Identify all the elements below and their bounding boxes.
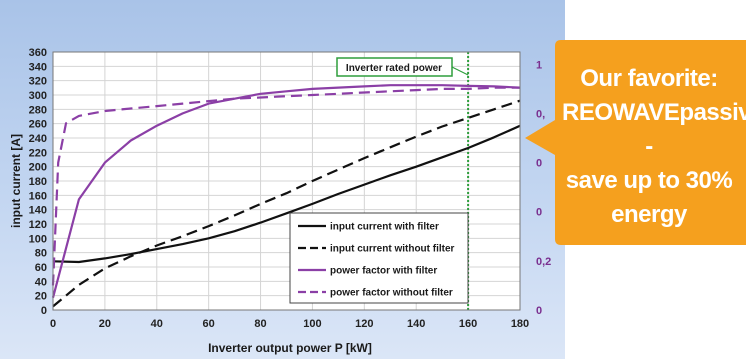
series-line <box>51 86 520 286</box>
callout-line: Our favorite: <box>580 65 718 92</box>
y-tick-label: 280 <box>29 104 47 116</box>
callout-line: save up to 30% <box>565 167 733 194</box>
plot-border <box>52 51 521 311</box>
y-tick-label: 260 <box>29 119 47 131</box>
y-axis-ticks: 0 20 40 60 80 100 120 140 160 180 200 220 240 260 280 3… <box>29 47 47 317</box>
y-tick-label: 200 <box>29 162 47 174</box>
y-tick-label: 340 <box>29 61 47 73</box>
y-tick-label: 300 <box>29 90 47 102</box>
y-tick-label: 100 <box>29 233 47 245</box>
y2-tick-label: 1 <box>536 59 542 71</box>
x-axis-title: Inverter output power P [kW] <box>208 341 372 355</box>
y2-axis-ticks: 0 0,2 0 0 0, 1 <box>536 59 551 317</box>
series-layer <box>51 84 521 308</box>
y-tick-label: 0 <box>41 305 47 317</box>
series-line <box>52 124 521 264</box>
x-tick-label: 60 <box>203 318 215 330</box>
y-axis-title: input current [A] <box>9 134 23 228</box>
y2-tick-label: 0 <box>536 305 542 317</box>
legend-label: input current without filter <box>330 244 455 255</box>
y2-tick-label: 0 <box>536 207 542 219</box>
legend-label: power factor without filter <box>330 288 453 299</box>
y2-tick-label: 0, <box>536 108 545 120</box>
annotation-box: Inverter rated power <box>336 57 469 77</box>
y-tick-label: 80 <box>35 248 47 260</box>
y-tick-label: 60 <box>35 262 47 274</box>
y-tick-label: 240 <box>29 133 47 145</box>
y-tick-label: 120 <box>29 219 47 231</box>
callout-bubble <box>525 40 746 245</box>
x-tick-label: 180 <box>511 318 529 330</box>
legend: input current with filter input current w… <box>289 212 469 304</box>
x-axis-ticks: 0 20 40 60 80 100 120 140 160 180 <box>50 318 529 330</box>
y-tick-label: 20 <box>35 291 47 303</box>
x-tick-label: 160 <box>459 318 477 330</box>
y-tick-label: 320 <box>29 76 47 88</box>
x-tick-label: 80 <box>254 318 266 330</box>
x-tick-label: 0 <box>50 318 56 330</box>
chart-panel: 0 20 40 60 80 100 120 140 160 180 0 20 40 60 80 100 120… <box>0 0 565 359</box>
legend-label: input current with filter <box>330 222 439 233</box>
y-tick-label: 180 <box>29 176 47 188</box>
y-tick-label: 220 <box>29 147 47 159</box>
y2-tick-label: 0 <box>536 158 542 170</box>
x-tick-label: 20 <box>99 318 111 330</box>
y-tick-label: 160 <box>29 190 47 202</box>
y2-tick-label: 0,2 <box>536 256 551 268</box>
line-chart: 0 20 40 60 80 100 120 140 160 180 020406080100120… <box>9 47 551 355</box>
series-line <box>52 99 521 308</box>
x-tick-label: 140 <box>407 318 425 330</box>
y-tick-label: 360 <box>29 47 47 59</box>
callout-line: energy <box>611 201 687 228</box>
callout-line: REOWAVEpassive - <box>562 99 746 160</box>
y-tick-label: 140 <box>29 205 47 217</box>
legend-label: power factor with filter <box>330 266 437 277</box>
legend-box <box>289 212 469 304</box>
callout-shape <box>525 40 746 245</box>
x-tick-label: 120 <box>355 318 373 330</box>
y-tick-label: 40 <box>35 276 47 288</box>
x-tick-label: 100 <box>303 318 321 330</box>
annotation-label: Inverter rated power <box>346 63 442 74</box>
series-line <box>51 84 521 298</box>
x-tick-label: 40 <box>151 318 163 330</box>
callout-text: Our favorite: REOWAVEpassive - save up t… <box>562 62 746 232</box>
